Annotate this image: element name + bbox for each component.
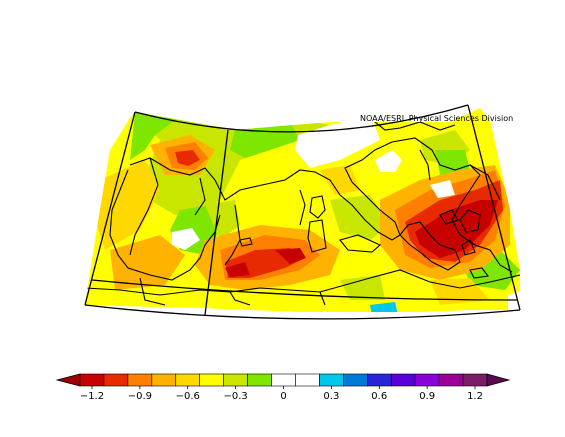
colorbar-tick-label: −0.6 — [176, 391, 200, 402]
colorbar-bin — [271, 373, 296, 387]
colorbar-tick-label: 0 — [280, 391, 286, 402]
colorbar-tick-label: 0.3 — [323, 391, 339, 402]
colorbar-bin — [199, 373, 224, 387]
colorbar-tick-label: −1.2 — [80, 391, 104, 402]
colorbar-left-arrow — [55, 373, 81, 387]
anomaly-field — [85, 108, 520, 312]
colorbar-tick-label: 0.6 — [371, 391, 387, 402]
colorbar-bin — [79, 373, 105, 387]
colorbar-bin — [438, 373, 464, 387]
credit-text: NOAA/ESRL Physical Sciences Division — [360, 114, 513, 123]
colorbar-bin — [343, 373, 368, 387]
colorbar: −1.2 −0.9 −0.6 −0.3 0 0.3 0.6 0.9 1.2 — [55, 373, 511, 402]
colorbar-tick-label: 0.9 — [419, 391, 435, 402]
colorbar-bin — [175, 373, 201, 387]
map-frame — [84, 104, 521, 320]
colorbar-bin — [319, 373, 344, 387]
colorbar-bin — [247, 373, 272, 387]
colorbar-labels: −1.2 −0.9 −0.6 −0.3 0 0.3 0.6 0.9 1.2 — [80, 386, 483, 402]
colorbar-bins — [79, 373, 488, 387]
colorbar-bin — [127, 373, 153, 387]
colorbar-bin — [414, 373, 440, 387]
colorbar-bin — [295, 373, 320, 387]
coastlines — [85, 117, 520, 306]
colorbar-bin — [151, 373, 177, 387]
colorbar-bin — [223, 373, 248, 387]
colorbar-bin — [462, 373, 488, 387]
colorbar-tick-label: −0.9 — [128, 391, 152, 402]
colorbar-bin — [366, 373, 392, 387]
colorbar-right-arrow — [486, 373, 511, 387]
colorbar-bin — [390, 373, 416, 387]
colorbar-bin — [103, 373, 129, 387]
colorbar-tick-label: 1.2 — [467, 391, 483, 402]
colorbar-tick-label: −0.3 — [223, 391, 247, 402]
